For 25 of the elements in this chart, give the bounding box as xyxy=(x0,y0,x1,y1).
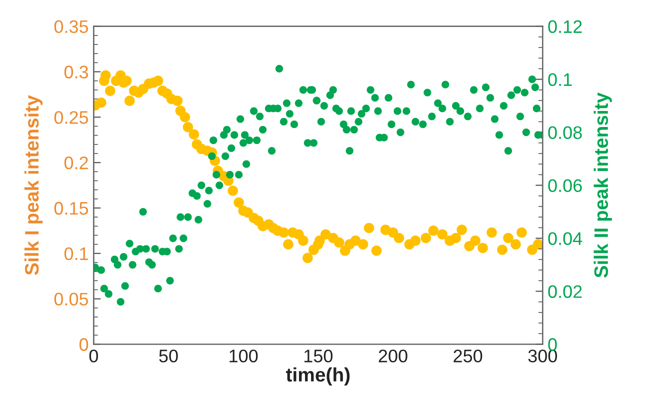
y2-tick-label: 0 xyxy=(548,338,557,351)
y2-tick-label: 0.06 xyxy=(548,179,582,192)
y2-tick-label: 0.02 xyxy=(548,285,582,298)
x-tick-label: 150 xyxy=(304,350,333,362)
x-tick-label: 300 xyxy=(528,350,557,362)
x-tick-label: 100 xyxy=(230,350,258,362)
y2-axis-title: Silk II peak intensity xyxy=(594,92,612,278)
y-tick-label: 0.2 xyxy=(64,156,88,170)
y-tick-label: 0.1 xyxy=(64,247,88,260)
y-tick-label: 0.05 xyxy=(54,292,88,306)
x-tick-label: 200 xyxy=(378,350,408,362)
x-axis-title: time(h) xyxy=(286,367,350,386)
y-axis-title: Silk I peak intensity xyxy=(24,95,43,275)
y-tick-label: 0.15 xyxy=(54,202,88,215)
x-tick-label: 250 xyxy=(454,350,482,362)
y-tick-label: 0.25 xyxy=(54,111,88,124)
y2-tick-label: 0.12 xyxy=(548,20,582,34)
y2-tick-label: 0.1 xyxy=(548,73,572,86)
y-tick-label: 0.3 xyxy=(64,66,88,78)
x-tick-label: 50 xyxy=(159,350,178,362)
y-tick-label: 0.35 xyxy=(54,20,88,34)
y-tick-label: 0 xyxy=(79,338,88,351)
x-tick-label: 0 xyxy=(89,350,98,362)
y2-tick-label: 0.08 xyxy=(548,126,582,140)
y2-tick-label: 0.04 xyxy=(548,232,582,245)
